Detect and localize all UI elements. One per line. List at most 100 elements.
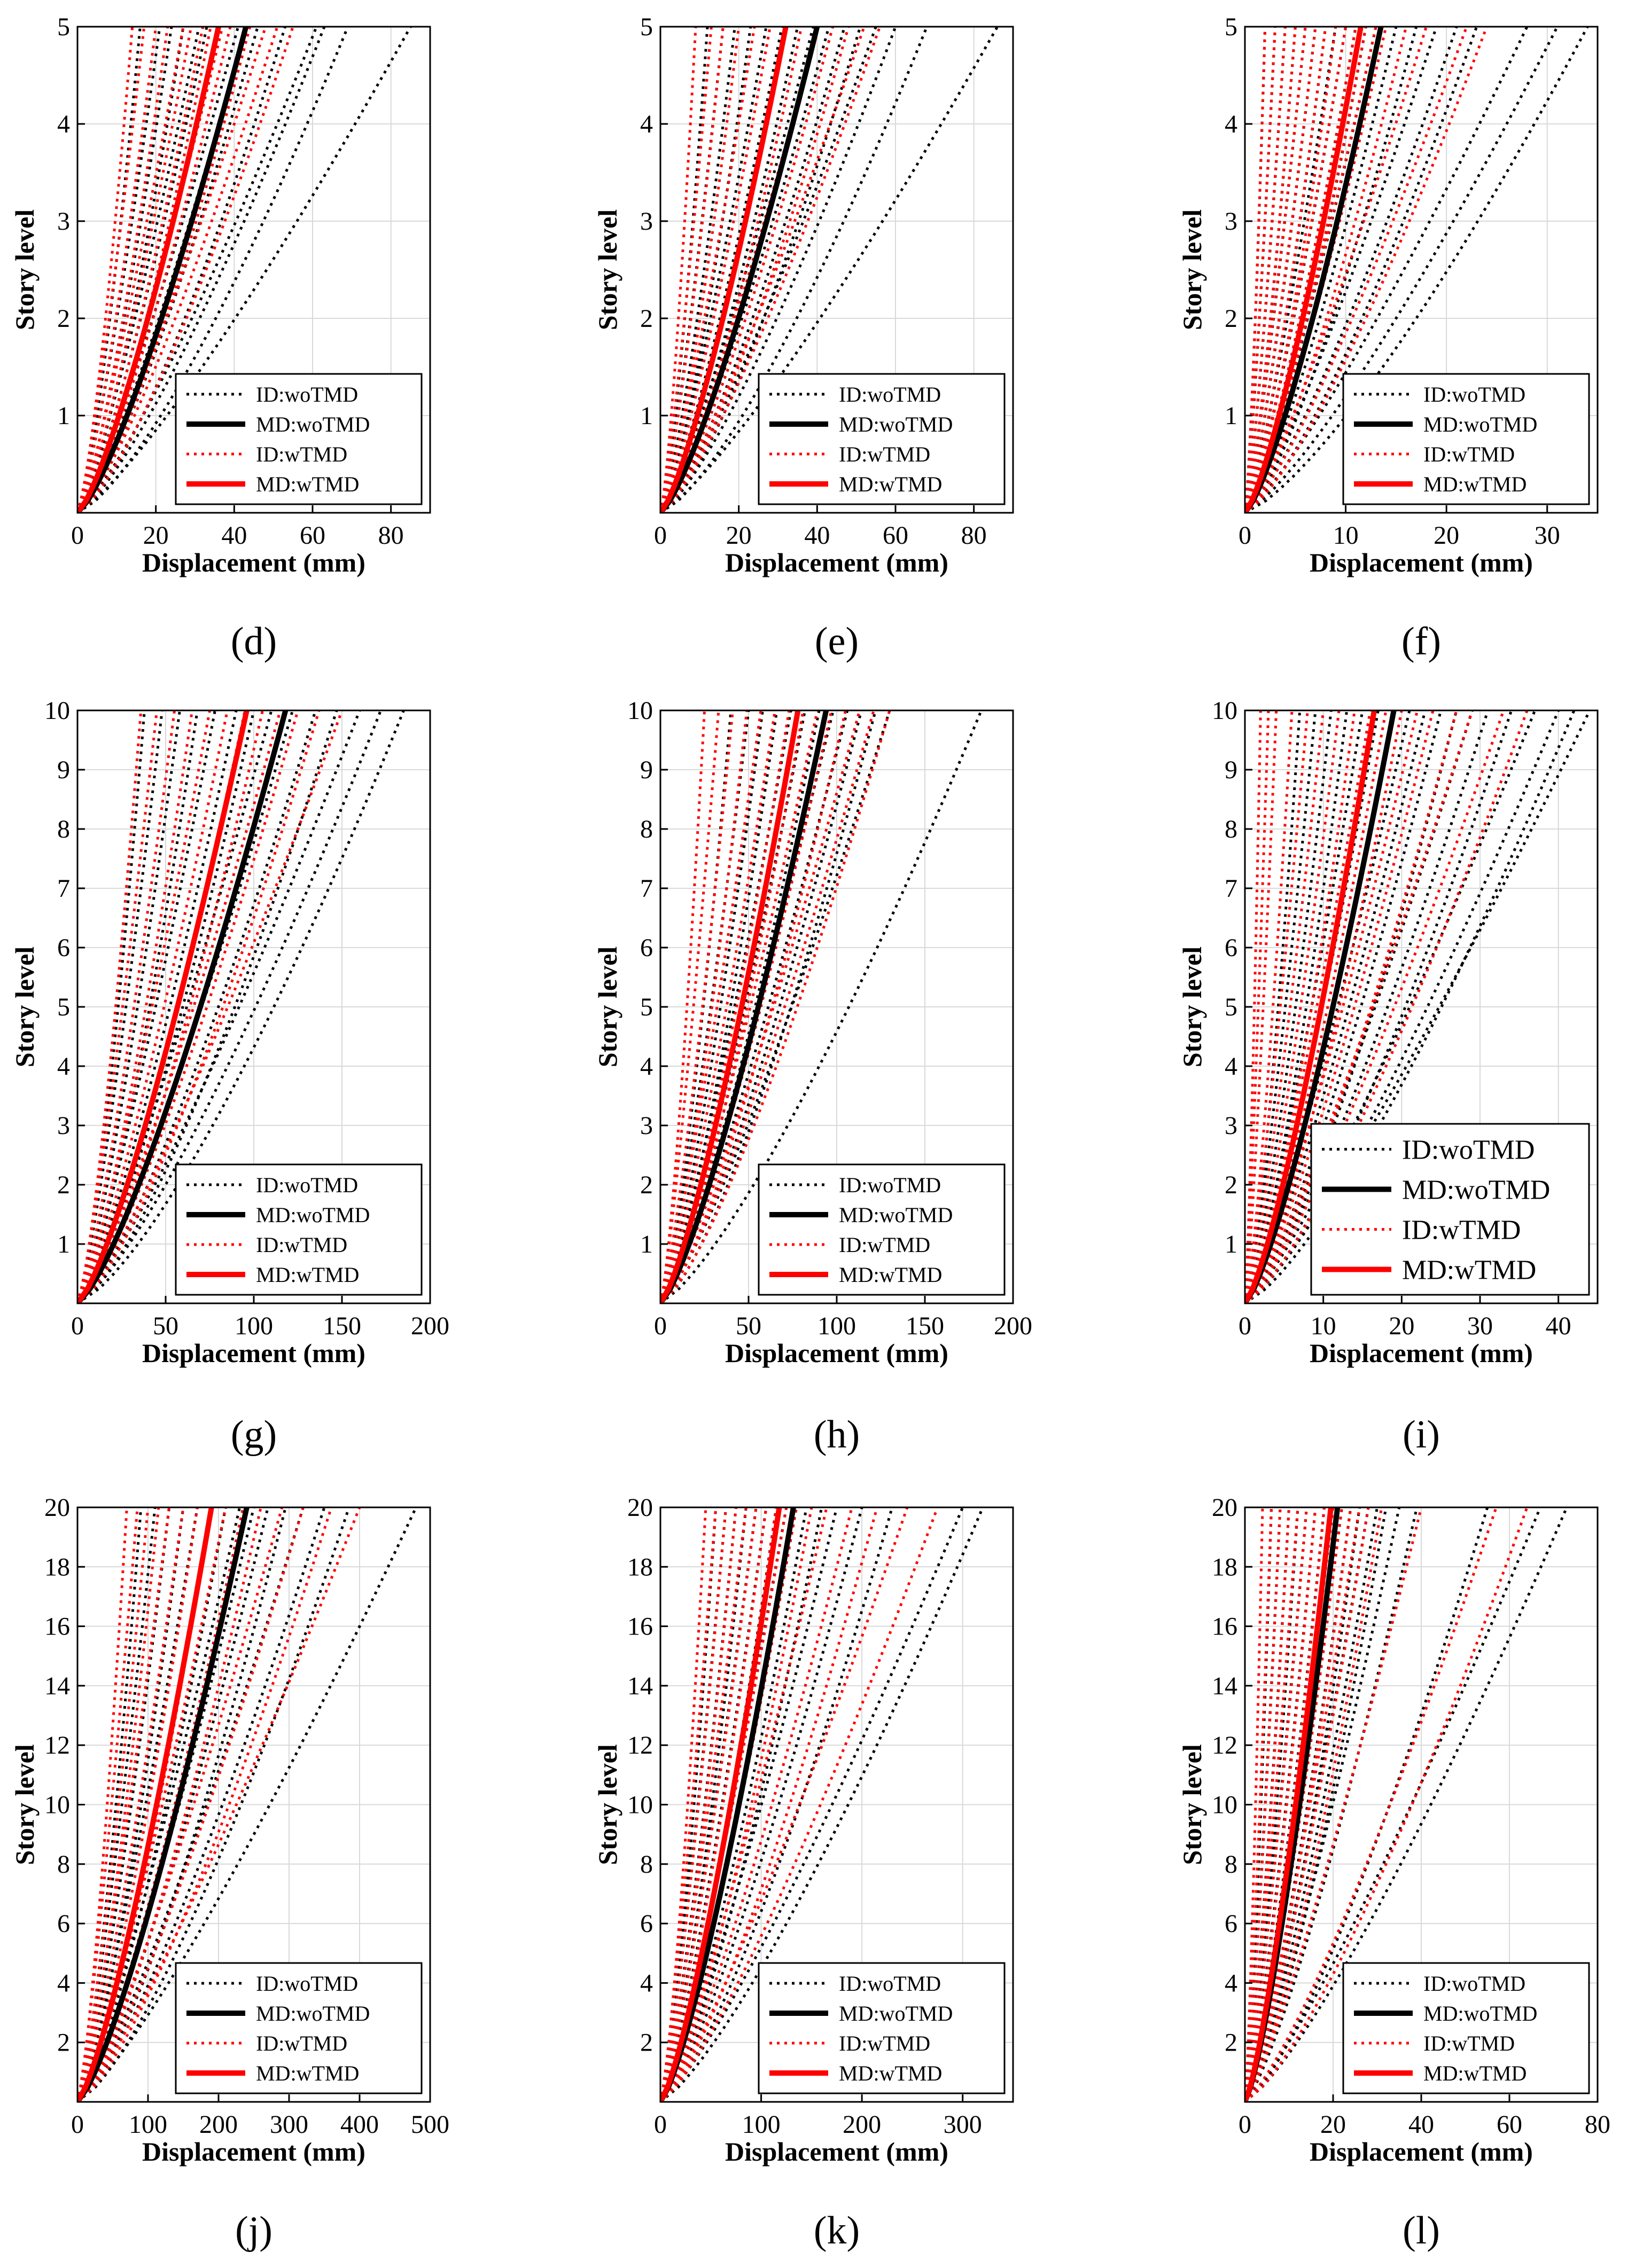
series-id-wtmd-line <box>1245 1507 1264 2102</box>
panel-k: 0 100 200 300 2 4 6 8 10 12 14 16 18 20 Displacement (… <box>593 1493 1014 2253</box>
x-tick-label: 20 <box>726 521 752 550</box>
x-axis-label: Displacement (mm) <box>1310 548 1533 577</box>
x-tick-label: 60 <box>1497 2110 1522 2139</box>
series-md-wotmd-line <box>1245 27 1384 513</box>
series-id-wotmd-line <box>1245 27 1418 513</box>
panel-label: (g) <box>231 1413 277 1457</box>
legend-box <box>1310 1123 1590 1296</box>
panel-label: (e) <box>815 620 859 663</box>
x-tick-label: 40 <box>804 521 830 550</box>
series-md-wotmd-line <box>77 27 249 513</box>
series-id-wotmd-line <box>77 1507 269 2102</box>
x-tick-label: 50 <box>153 1312 178 1340</box>
y-tick-label: 20 <box>627 1493 653 1522</box>
y-axis-label: Story level <box>593 1744 622 1865</box>
series-md-wotmd-line <box>660 27 820 513</box>
y-axis-label: Story level <box>10 947 40 1067</box>
series-id-wotmd-line <box>660 27 897 513</box>
legend-entry: MD:woTMD <box>1402 1175 1550 1206</box>
series-id-wtmd-line <box>1245 27 1348 513</box>
legend-entry: ID:woTMD <box>256 1972 358 1996</box>
series-id-wtmd-line <box>1245 710 1529 1303</box>
series-id-wotmd-line <box>1245 27 1529 513</box>
curves <box>660 710 983 1303</box>
series-id-wtmd-line <box>660 1507 747 2102</box>
y-tick-label: 4 <box>57 1969 70 1997</box>
y-tick-label: 9 <box>1225 756 1237 784</box>
y-tick-label: 5 <box>57 993 70 1021</box>
x-axis-label: Displacement (mm) <box>725 1338 948 1368</box>
legend-entry: MD:woTMD <box>256 1203 370 1227</box>
series-md-wtmd-line <box>660 1507 782 2102</box>
y-tick-label: 6 <box>1225 934 1237 962</box>
x-tick-label: 10 <box>1311 1312 1336 1340</box>
x-tick-label: 100 <box>129 2110 167 2139</box>
series-id-wtmd-line <box>1245 1507 1273 2102</box>
axes-box <box>1244 26 1599 514</box>
x-axis-label: Displacement (mm) <box>1310 1338 1533 1368</box>
y-tick-label: 6 <box>1225 1910 1237 1938</box>
series-id-wotmd-line <box>77 710 361 1303</box>
legend-entry: MD:wTMD <box>256 2061 359 2085</box>
series-id-wotmd-line <box>660 27 768 513</box>
x-tick-label: 100 <box>817 1312 856 1340</box>
y-tick-label: 16 <box>627 1613 653 1641</box>
y-tick-label: 2 <box>640 2029 653 2057</box>
legend: ID:woTMD MD:woTMD ID:wTMD MD:wTMD <box>758 1962 1006 2094</box>
y-tick-label: 18 <box>1212 1553 1237 1581</box>
series-id-wtmd-line <box>1245 1507 1282 2102</box>
legend-entry: MD:wTMD <box>256 1263 359 1287</box>
y-axis-label: Story level <box>593 209 622 330</box>
panel-j: 0 100 200 300 400 500 2 4 6 8 10 12 14 16 18 20 Displace… <box>10 1493 449 2253</box>
series-md-wotmd-line <box>660 710 829 1303</box>
x-tick-label: 0 <box>1239 1312 1251 1340</box>
series-id-wtmd-line <box>660 27 866 513</box>
series-id-wtmd-line <box>1245 710 1309 1303</box>
series-id-wtmd-line <box>77 1507 150 2102</box>
series-id-wotmd-line <box>77 27 349 513</box>
series-id-wtmd-line <box>77 1507 245 2102</box>
series-md-wotmd-line <box>77 1507 250 2102</box>
panel-f: 0 10 20 30 1 2 3 4 5 Displacement (mm) Story level… <box>1177 13 1599 663</box>
curves <box>1245 710 1591 1303</box>
y-tick-label: 10 <box>627 1791 653 1819</box>
series-id-wotmd-line <box>77 710 338 1303</box>
legend-entry: MD:wTMD <box>256 472 359 496</box>
x-tick-label: 200 <box>994 1312 1032 1340</box>
series-id-wotmd-line <box>660 1507 838 2102</box>
legend-entry: ID:woTMD <box>839 382 941 406</box>
y-tick-label: 10 <box>44 1791 70 1819</box>
y-tick-label: 7 <box>57 874 70 903</box>
series-id-wotmd-line <box>660 1507 718 2102</box>
series-id-wtmd-line <box>1245 710 1341 1303</box>
series-id-wtmd-line <box>660 27 850 513</box>
y-tick-label: 8 <box>1225 815 1237 843</box>
series-id-wtmd-line <box>77 1507 171 2102</box>
series-id-wtmd-line <box>660 27 756 513</box>
series-id-wotmd-line <box>77 710 317 1303</box>
y-tick-label: 12 <box>44 1731 70 1759</box>
series-id-wotmd-line <box>77 1507 287 2102</box>
series-id-wtmd-line <box>660 1507 828 2102</box>
series-id-wtmd-line <box>1245 710 1270 1303</box>
x-tick-label: 0 <box>1239 521 1251 550</box>
legend-entry: MD:wTMD <box>1423 2061 1527 2085</box>
series-id-wotmd-line <box>660 710 764 1303</box>
series-id-wotmd-line <box>77 27 412 513</box>
y-axis-label: Story level <box>10 209 40 330</box>
series-id-wotmd-line <box>1245 710 1458 1303</box>
x-tick-label: 80 <box>961 521 987 550</box>
y-tick-label: 5 <box>1225 993 1237 1021</box>
series-id-wotmd-line <box>660 1507 964 2102</box>
x-tick-label: 40 <box>1546 1312 1571 1340</box>
panel-label: (f) <box>1401 620 1441 663</box>
series-id-wotmd-line <box>77 1507 227 2102</box>
legend-entry: MD:woTMD <box>839 412 953 436</box>
y-tick-label: 8 <box>57 815 70 843</box>
y-tick-label: 4 <box>57 1052 70 1081</box>
y-tick-label: 20 <box>1212 1493 1237 1522</box>
x-tick-label: 30 <box>1467 1312 1493 1340</box>
y-tick-label: 2 <box>640 1171 653 1199</box>
x-tick-label: 500 <box>411 2110 449 2139</box>
series-id-wotmd-line <box>77 710 255 1303</box>
